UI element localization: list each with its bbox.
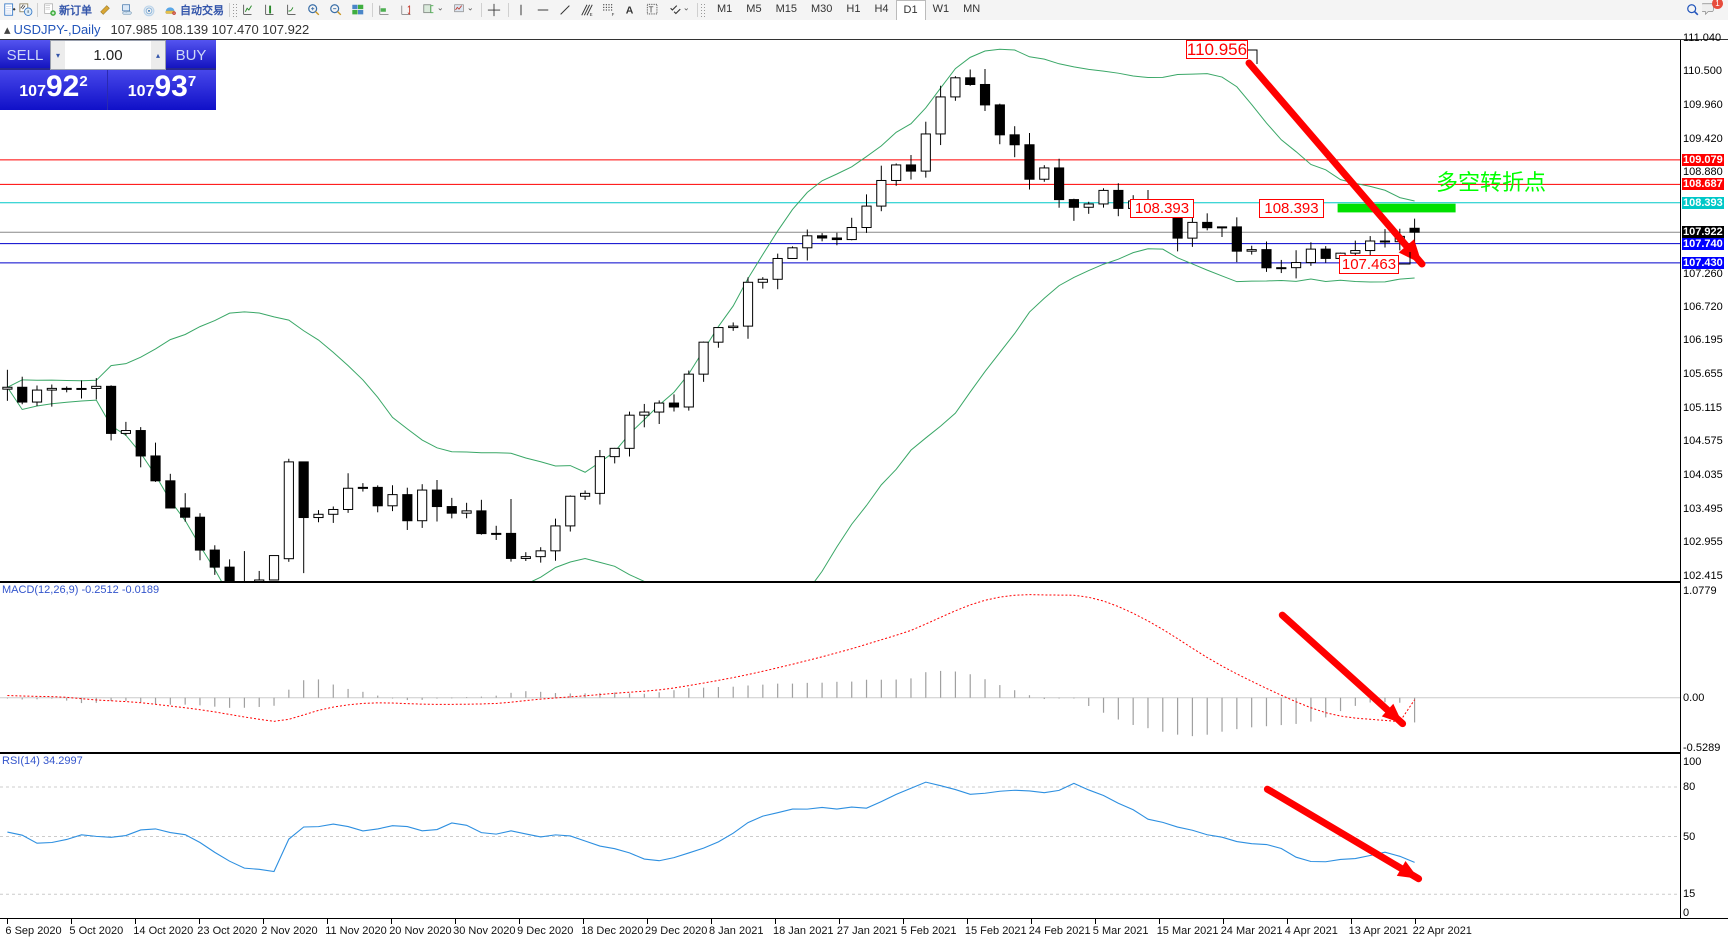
svg-text:T: T <box>649 6 654 15</box>
svg-text:多空转折点: 多空转折点 <box>1436 170 1546 195</box>
svg-text:F: F <box>612 12 615 17</box>
svg-text:E: E <box>590 12 593 17</box>
svg-text:A: A <box>626 5 634 17</box>
